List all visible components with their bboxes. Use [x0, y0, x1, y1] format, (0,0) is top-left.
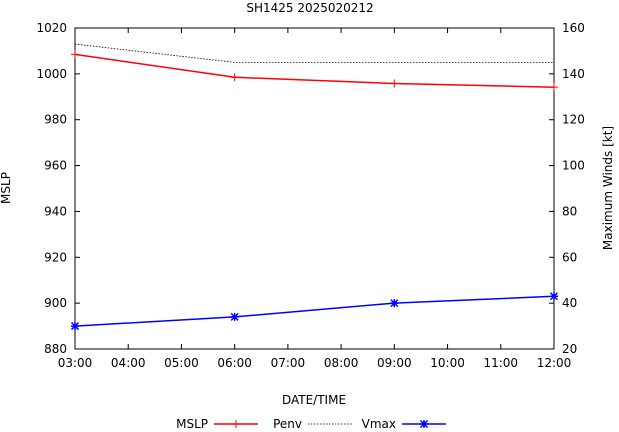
legend: MSLP Penv Vmax [176, 417, 446, 431]
mslp-point [71, 50, 79, 59]
y-tick-label: 920 [44, 250, 67, 264]
y-tick-label: 960 [44, 159, 67, 173]
x-tick-label: 07:00 [271, 356, 306, 370]
x-tick-label: 09:00 [377, 356, 412, 370]
vmax-line [74, 295, 555, 327]
penv-line [74, 43, 554, 63]
series-penv [74, 43, 554, 63]
x-tick-label: 11:00 [483, 356, 518, 370]
mslp-point [390, 79, 399, 88]
y2-tick-label: 100 [562, 159, 585, 173]
series-mslp [71, 50, 558, 92]
y2-tick-label: 60 [562, 250, 577, 264]
y2-tick-label: 160 [562, 21, 585, 35]
legend-marker-mslp [232, 420, 240, 428]
legend-label-mslp: MSLP [176, 417, 208, 431]
plot-frame [74, 27, 555, 350]
y2-tick-label: 40 [562, 296, 577, 310]
x-tick-label: 10:00 [430, 356, 465, 370]
series-vmax [70, 292, 559, 331]
x-tick-label: 12:00 [537, 356, 572, 370]
legend-marker-vmax [419, 419, 429, 429]
vmax-point [230, 312, 239, 321]
y-tick-label: 940 [44, 204, 67, 218]
vmax-point [390, 299, 399, 308]
x-tick-label: 06:00 [217, 356, 252, 370]
x-tick-label: 05:00 [164, 356, 199, 370]
y2-tick-label: 80 [562, 204, 577, 218]
mslp-point [230, 73, 239, 82]
legend-label-penv: Penv [273, 417, 302, 431]
x-tick-label: 03:00 [58, 356, 93, 370]
x-tick-label: 08:00 [324, 356, 359, 370]
mslp-point [550, 83, 558, 92]
y2-axis-label: Maximum Winds [kt] [601, 126, 615, 250]
y-axis-label: MSLP [0, 172, 13, 204]
y-tick-label: 1000 [36, 67, 67, 81]
y-tick-label: 900 [44, 296, 67, 310]
x-tick-label: 04:00 [111, 356, 146, 370]
legend-label-vmax: Vmax [362, 417, 396, 431]
y2-tick-label: 20 [562, 342, 577, 356]
vmax-point [549, 292, 559, 301]
vmax-point [70, 322, 80, 331]
y2-tick-label: 140 [562, 67, 585, 81]
y-tick-label: 1020 [36, 21, 67, 35]
mslp-line [74, 53, 555, 88]
y-tick-label: 880 [44, 342, 67, 356]
chart-title: SH1425 2025020212 [246, 1, 373, 15]
y-tick-label: 980 [44, 113, 67, 127]
y2-tick-label: 120 [562, 113, 585, 127]
x-axis-label: DATE/TIME [282, 393, 346, 407]
